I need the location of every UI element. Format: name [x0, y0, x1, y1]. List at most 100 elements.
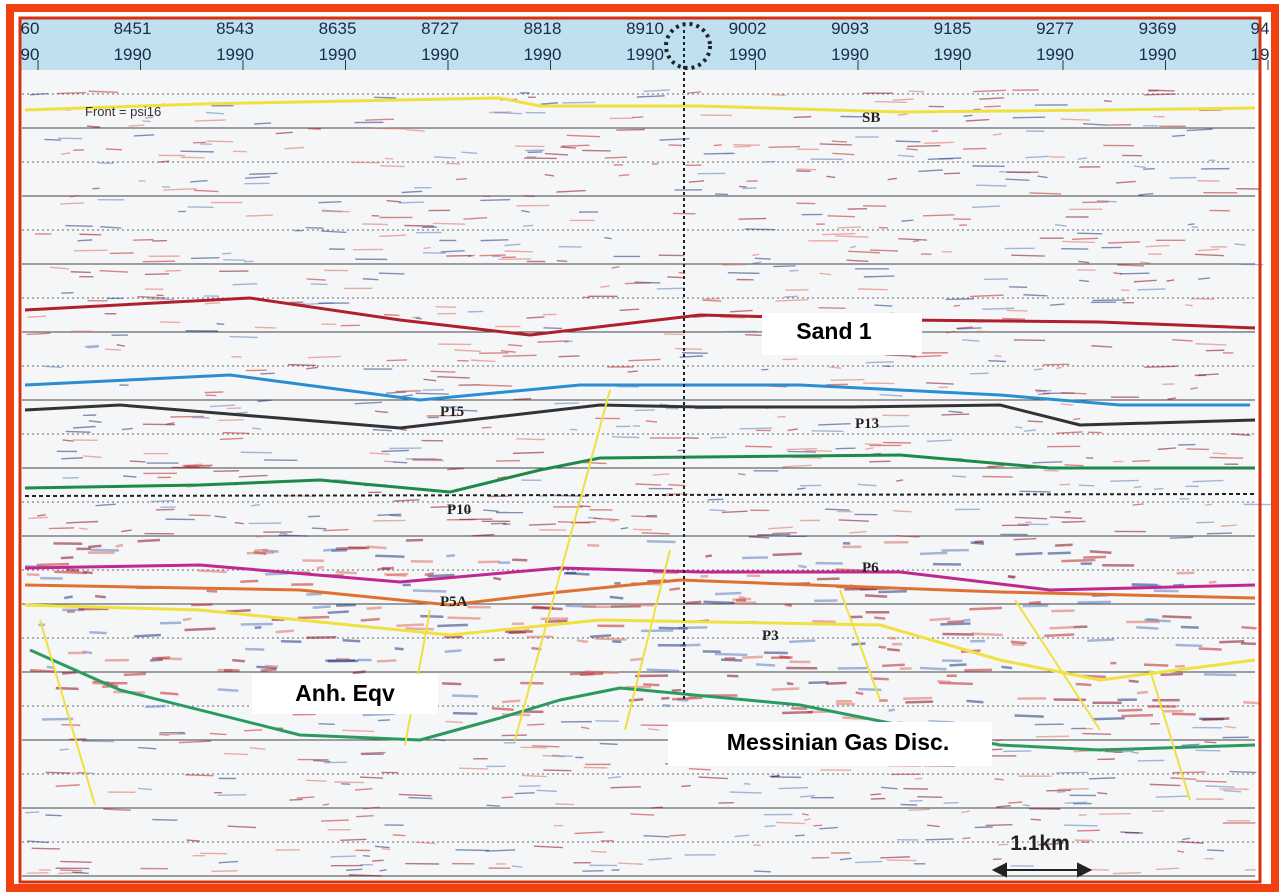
reflection [819, 826, 838, 830]
reflection [163, 187, 197, 191]
reflection [206, 589, 218, 593]
reflection [772, 552, 802, 557]
arrow-head [991, 862, 1007, 878]
reflection [182, 617, 192, 622]
reflection [264, 664, 279, 668]
trace-number: 9185 [934, 19, 972, 38]
reflection [678, 271, 686, 275]
reflection [589, 634, 612, 639]
reflection [399, 201, 425, 204]
reflection [620, 526, 629, 530]
reflection [1133, 165, 1147, 169]
reflection [1197, 373, 1219, 376]
reflection [648, 857, 672, 861]
reflection [330, 855, 356, 858]
reflection [1078, 260, 1090, 264]
reflection [205, 111, 224, 115]
reflection [922, 214, 955, 217]
reflection [558, 355, 580, 358]
reflection [123, 475, 137, 478]
reflection [543, 327, 563, 330]
reflection [160, 691, 179, 696]
reflection [430, 505, 454, 509]
reflection [513, 397, 532, 401]
reflection [36, 562, 70, 567]
reflection [1212, 452, 1227, 455]
reflection [1060, 118, 1091, 121]
reflection [158, 160, 170, 163]
reflection [483, 509, 499, 513]
reflection [903, 696, 933, 700]
reflection [446, 554, 456, 558]
reflection [778, 786, 809, 790]
reflection [1075, 682, 1092, 687]
reflection [1136, 626, 1159, 630]
reflection [412, 589, 447, 593]
reflection [55, 784, 80, 787]
reflection [384, 313, 400, 317]
horizon-label: P3 [762, 628, 779, 644]
reflection [514, 792, 535, 795]
reflection [128, 124, 145, 127]
reflection [531, 606, 563, 611]
reflection [786, 681, 794, 686]
horizon-p5a [24, 578, 1256, 607]
reflection [661, 696, 670, 700]
reflection [447, 467, 465, 471]
date-label: 1990 [831, 45, 869, 64]
reflection [459, 767, 488, 770]
reflection [1115, 180, 1136, 184]
reflection [471, 533, 495, 537]
reflection [1220, 524, 1237, 527]
reflection [1112, 871, 1142, 875]
reflection [594, 637, 627, 641]
reflection [1175, 643, 1203, 648]
reflection [782, 358, 798, 361]
reflection [858, 687, 882, 692]
reflection [427, 573, 455, 578]
reflection [813, 824, 823, 827]
reflection [362, 223, 388, 226]
reflection [437, 623, 468, 628]
reflection [1083, 123, 1109, 126]
reflection [334, 479, 347, 482]
reflection [284, 146, 305, 150]
reflection [772, 531, 797, 535]
reflection [178, 740, 212, 744]
horizon-p15-p13 [24, 403, 1256, 430]
reflection [562, 101, 596, 104]
reflection [752, 261, 762, 265]
reflection [1037, 842, 1064, 846]
reflection [528, 523, 556, 526]
reflection [166, 422, 175, 425]
reflection [825, 508, 850, 511]
reflection [30, 92, 48, 96]
reflection [543, 769, 572, 772]
reflection [957, 327, 982, 330]
reflection [501, 796, 513, 799]
well-marker [664, 22, 712, 70]
reflection [360, 751, 386, 755]
reflection [65, 430, 91, 433]
reflection [782, 464, 812, 468]
reflection [1089, 550, 1112, 554]
reflection [1206, 532, 1232, 535]
reflection [321, 819, 349, 822]
reflection [1132, 503, 1144, 506]
reflection [734, 834, 750, 838]
reflection [1243, 700, 1261, 705]
reflection [1149, 783, 1181, 787]
reflection [1179, 841, 1204, 844]
reflection [394, 647, 404, 651]
reflection [752, 253, 760, 257]
reflection [73, 425, 96, 429]
reflection [627, 370, 638, 373]
reflection [137, 538, 161, 543]
reflection [480, 384, 513, 387]
reflection [68, 738, 87, 741]
reflection [190, 179, 208, 183]
reflection [1229, 770, 1257, 774]
reflection [369, 452, 390, 455]
reflection [741, 655, 764, 659]
inner-frame [18, 16, 1262, 884]
